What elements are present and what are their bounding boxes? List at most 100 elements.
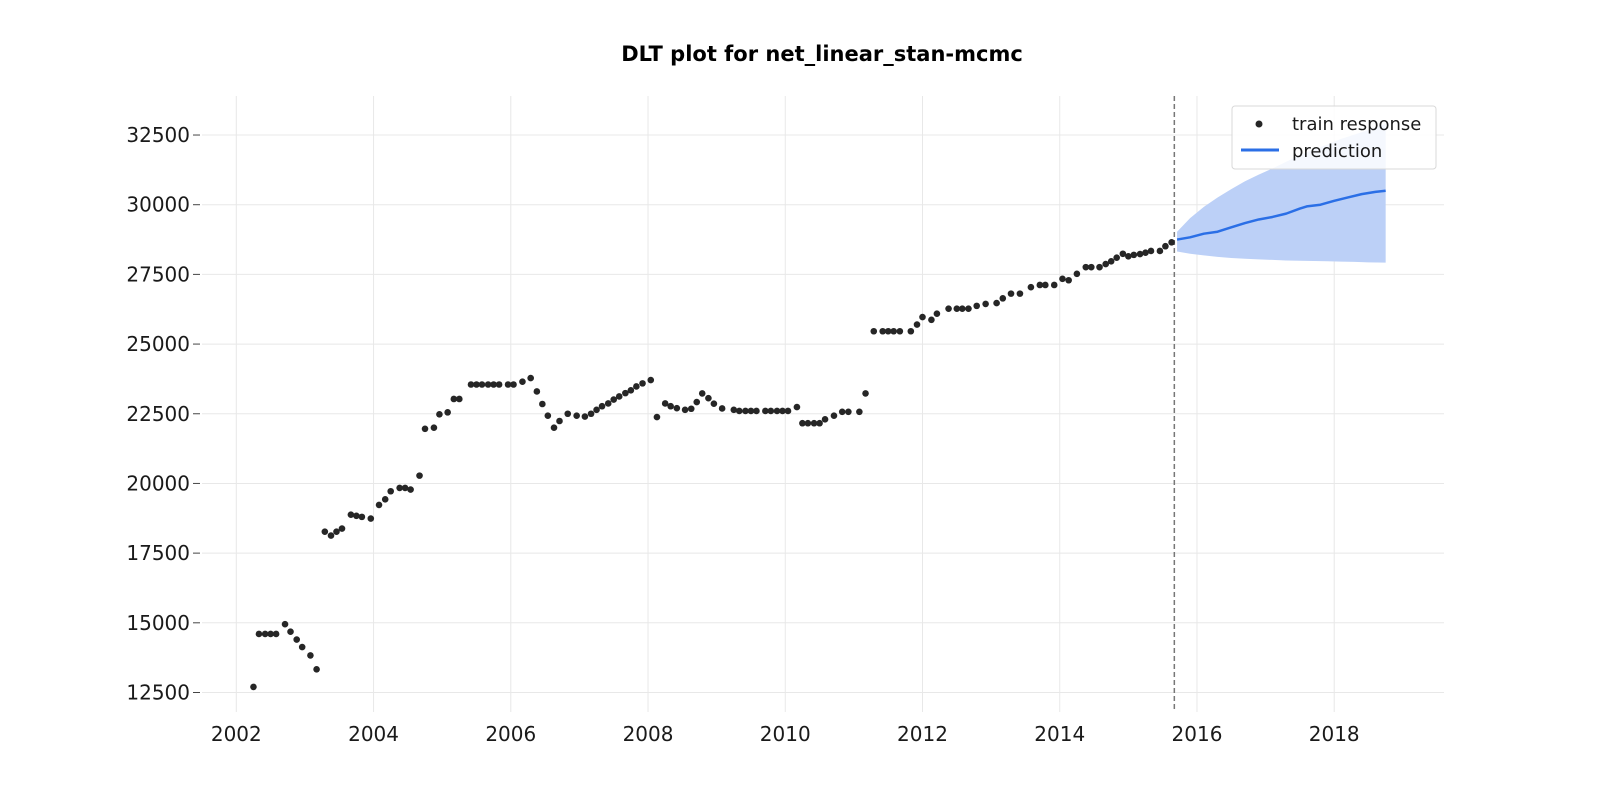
train-response-point xyxy=(444,409,451,416)
train-response-point xyxy=(1130,251,1138,259)
train-response-point xyxy=(504,381,512,388)
train-response-point xyxy=(456,395,463,403)
train-response-point xyxy=(473,381,480,388)
train-response-point xyxy=(450,395,458,403)
y-tick-label: 17500 xyxy=(126,541,190,565)
train-response-point xyxy=(615,393,623,400)
train-response-point xyxy=(478,381,486,388)
train-response-point xyxy=(490,381,497,388)
y-tick-label: 25000 xyxy=(126,332,190,356)
train-response-point xyxy=(953,305,961,312)
train-response-point xyxy=(1016,290,1024,297)
train-response-point xyxy=(1096,263,1103,271)
x-tick-label: 2012 xyxy=(897,722,948,746)
train-response-point xyxy=(1082,263,1090,271)
train-response-point xyxy=(779,407,786,415)
train-response-point xyxy=(604,400,612,407)
train-response-point xyxy=(327,532,335,539)
train-response-point xyxy=(767,407,775,415)
train-response-point xyxy=(307,652,314,659)
train-response-point xyxy=(510,381,517,388)
train-response-point xyxy=(527,374,534,382)
train-response-point xyxy=(287,628,294,636)
x-tick-label: 2010 xyxy=(760,722,811,746)
y-tick-label: 30000 xyxy=(126,193,190,217)
y-tick-label: 22500 xyxy=(126,402,190,426)
train-response-point xyxy=(1059,275,1066,283)
train-response-point xyxy=(862,390,869,397)
train-response-point xyxy=(673,404,681,412)
train-response-point xyxy=(598,402,606,410)
train-response-point xyxy=(661,400,669,407)
train-response-point xyxy=(705,394,712,402)
x-tick-label: 2006 xyxy=(485,722,536,746)
train-response-point xyxy=(928,316,935,324)
train-response-point xyxy=(933,310,941,317)
train-response-point xyxy=(430,424,438,431)
train-response-point xyxy=(870,327,878,335)
train-response-point xyxy=(693,398,701,406)
train-response-point xyxy=(1050,281,1058,289)
train-response-point xyxy=(1027,283,1035,291)
train-response-point xyxy=(550,424,558,431)
train-response-point xyxy=(367,515,375,522)
train-response-point xyxy=(313,666,320,673)
train-response-point xyxy=(747,407,755,415)
train-response-point xyxy=(1113,254,1120,261)
train-response-point xyxy=(1125,252,1132,260)
train-response-point xyxy=(856,408,863,416)
train-response-point xyxy=(484,381,492,388)
train-response-point xyxy=(730,406,738,414)
legend-label-train-response: train response xyxy=(1292,114,1421,135)
x-tick-label: 2002 xyxy=(211,722,262,746)
train-response-point xyxy=(1007,290,1015,297)
train-response-point xyxy=(633,383,640,390)
train-response-point xyxy=(338,525,346,532)
legend-marker-train-response xyxy=(1255,120,1263,128)
train-response-point xyxy=(564,410,572,418)
y-tick-label: 15000 xyxy=(126,611,190,635)
x-tick-label: 2018 xyxy=(1309,722,1360,746)
train-response-point xyxy=(333,528,340,535)
train-response-point xyxy=(467,381,475,388)
train-response-point xyxy=(1142,249,1149,256)
chart-title: DLT plot for net_linear_stan-mcmc xyxy=(621,42,1023,66)
train-response-point xyxy=(993,299,1000,307)
train-response-point xyxy=(773,407,781,415)
train-response-point xyxy=(416,472,423,479)
x-axis: 2002 2004 2006 2008 2010 2012 2014 2016 2018 xyxy=(211,722,1360,746)
x-tick-label: 2016 xyxy=(1172,722,1223,746)
train-response-point xyxy=(610,396,618,403)
train-response-point xyxy=(556,417,563,425)
train-response-point xyxy=(587,410,595,418)
train-response-point xyxy=(250,683,257,691)
train-response-point xyxy=(1162,242,1169,250)
train-response-point xyxy=(879,327,886,335)
train-response-point xyxy=(1073,270,1081,278)
train-response-point xyxy=(965,305,972,312)
train-response-point xyxy=(544,412,552,420)
y-tick-label: 12500 xyxy=(126,680,190,704)
train-response-series xyxy=(250,239,1175,691)
train-response-point xyxy=(1065,276,1072,284)
train-response-point xyxy=(810,419,818,427)
train-response-point xyxy=(639,380,646,387)
train-response-point xyxy=(436,411,443,418)
train-response-point xyxy=(1087,263,1095,271)
train-response-point xyxy=(742,407,749,415)
train-response-point xyxy=(321,528,329,535)
train-response-point xyxy=(784,407,792,415)
train-response-point xyxy=(396,484,403,492)
train-response-point xyxy=(735,407,743,415)
train-response-point xyxy=(298,643,306,651)
train-response-point xyxy=(519,378,526,386)
train-response-point xyxy=(1156,247,1164,255)
train-response-point xyxy=(533,388,541,395)
train-response-point xyxy=(573,412,580,420)
train-response-point xyxy=(982,300,989,308)
prediction-series xyxy=(1176,189,1386,241)
y-tick-label: 32500 xyxy=(126,123,190,147)
train-response-point xyxy=(830,412,838,420)
x-tick-label: 2004 xyxy=(348,722,399,746)
